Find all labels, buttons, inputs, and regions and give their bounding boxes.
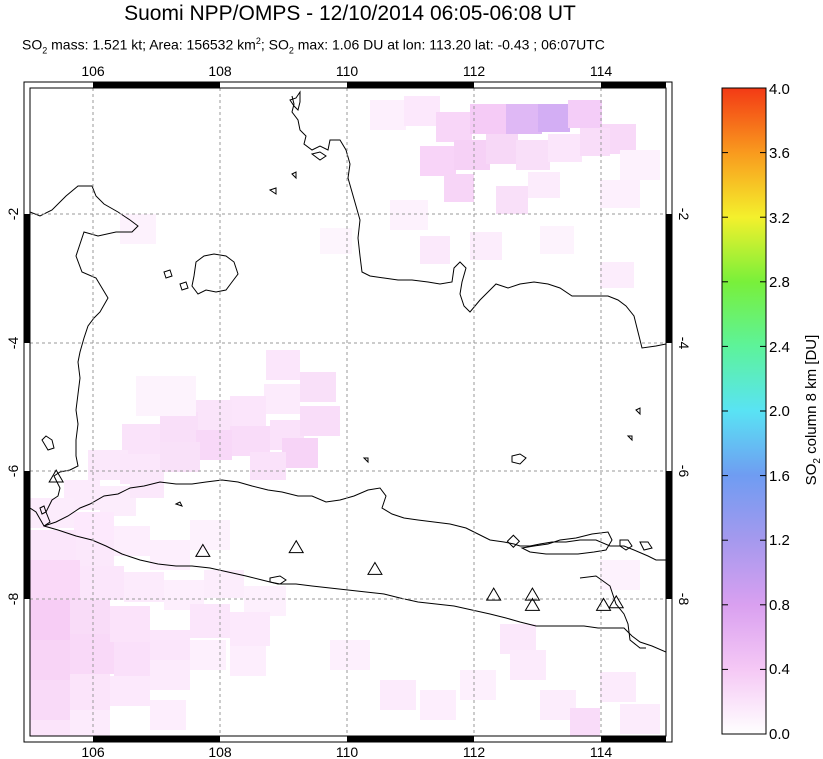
triangle-icon [524,587,541,601]
colorbar-label: SO2 column 8 km [DU] [803,335,823,486]
colorbar-tick-3.2: 3.2 [769,210,790,227]
triangle-icon [194,543,211,557]
lon-tick-bottom-110: 110 [336,744,359,759]
coastlines [30,90,666,653]
colorbar-label-prefix: SO [803,464,820,486]
map-subtitle: SO2 mass: 1.521 kt; Area: 156532 km2; SO… [22,36,605,55]
colorbar-label-sub: 2 [812,458,823,464]
subtitle-mass-text: mass: 1.521 kt; Area: 156532 km [47,36,256,53]
subtitle-mass-sub: 2 [42,45,48,56]
lat-tick-left-4: -4 [5,337,21,350]
colorbar-tick-4.0: 4.0 [769,81,790,98]
lon-tick-bottom-114: 114 [590,744,613,759]
triangle-icon [608,594,625,609]
lon-tick-top-108: 108 [208,63,232,79]
subtitle-max-prefix: ; SO [260,36,289,53]
colorbar-tick-0.0: 0.0 [769,726,790,743]
lon-tick-bottom-106: 106 [81,744,105,759]
map-title: Suomi NPP/OMPS - 12/10/2014 06:05-06:08 … [124,2,576,25]
triangle-icon [367,561,383,575]
axis-tick-labels: 106 108 110 112 114 106 108 110 112 114 … [5,63,692,759]
colorbar-tick-2.4: 2.4 [769,339,790,356]
map-frame [23,81,673,743]
triangle-icon [288,539,305,554]
graticule [30,88,666,736]
lat-tick-right-6: -6 [676,465,692,478]
lon-tick-bottom-108: 108 [208,744,232,759]
colorbar-tick-0.4: 0.4 [769,661,790,678]
colorbar-tick-1.2: 1.2 [769,532,790,549]
lat-tick-left-2: -2 [5,208,21,221]
lon-tick-top-106: 106 [81,63,105,79]
triangle-icon [48,469,65,483]
colorbar-tick-1.6: 1.6 [769,468,790,485]
lon-tick-bottom-112: 112 [463,744,486,759]
lat-tick-left-6: -6 [5,465,21,478]
triangle-icon [595,597,612,611]
colorbar-gradient [721,87,767,735]
so2-pixel-field [30,96,660,736]
lon-tick-top-114: 114 [590,63,613,79]
colorbar-tick-2.8: 2.8 [769,274,790,291]
colorbar-tick-0.8: 0.8 [769,597,790,614]
triangle-icon [506,534,521,548]
subtitle-max-text: max: 1.06 DU at lon: 113.20 lat: -0.43 ;… [293,36,605,53]
volcano-markers [48,469,625,611]
colorbar: 4.0 3.6 3.2 2.8 2.4 2.0 1.6 1.2 0.8 0.4 … [721,81,823,743]
subtitle-max-sub: 2 [288,45,294,56]
subtitle-mass-prefix: SO [22,36,43,53]
triangle-icon [485,587,502,601]
lon-tick-top-112: 112 [463,63,486,79]
colorbar-label-suffix: column 8 km [DU] [803,335,820,458]
lat-tick-right-8: -8 [676,593,692,606]
subtitle-area-sup: 2 [255,36,261,46]
lat-tick-right-2: -2 [676,208,692,221]
colorbar-tick-2.0: 2.0 [769,403,790,420]
lon-tick-top-110: 110 [336,63,359,79]
lat-tick-right-4: -4 [676,337,692,350]
triangle-icon [524,597,541,611]
colorbar-tick-3.6: 3.6 [769,145,790,162]
lat-tick-left-8: -8 [5,593,21,606]
